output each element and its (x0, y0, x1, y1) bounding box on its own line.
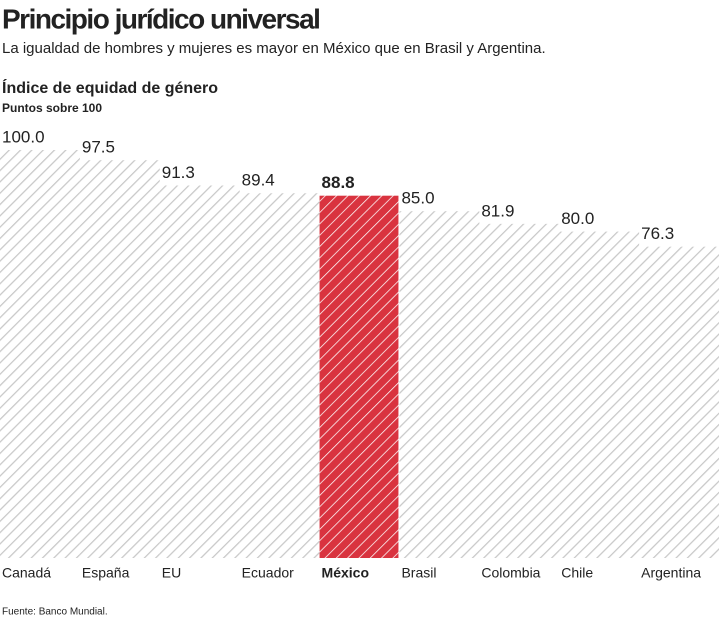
bar (639, 246, 719, 559)
value-label: 97.5 (82, 138, 115, 157)
chart-title: Principio jurídico universal (2, 3, 319, 34)
value-label: 91.3 (162, 163, 195, 182)
value-label: 88.8 (322, 173, 355, 192)
bar (479, 223, 560, 558)
bar (159, 185, 240, 558)
value-label: 100.0 (2, 127, 45, 146)
value-label: 89.4 (242, 171, 275, 190)
x-tick-label: Brasil (401, 565, 436, 581)
value-label: 76.3 (641, 224, 674, 243)
bar (0, 150, 80, 558)
bar (319, 195, 399, 559)
bar (79, 160, 160, 558)
x-tick-label: Colombia (481, 565, 540, 581)
x-tick-label: Canadá (2, 565, 51, 581)
bar (399, 211, 480, 558)
bar (239, 193, 320, 559)
chart-subtitle: La igualdad de hombres y mujeres es mayo… (2, 40, 546, 57)
value-label: 80.0 (561, 209, 594, 228)
x-tick-label: EU (162, 565, 181, 581)
x-tick-label: México (322, 565, 369, 581)
x-tick-label: Ecuador (242, 565, 294, 581)
source: Fuente: Banco Mundial. (2, 607, 108, 618)
x-tick-label: Chile (561, 565, 593, 581)
value-label: 81.9 (481, 201, 514, 220)
x-tick-label: España (82, 565, 130, 581)
x-tick-label: Argentina (641, 565, 701, 581)
y-axis-label: Índice de equidad de género (2, 78, 218, 97)
y-axis-unit: Puntos sobre 100 (2, 101, 102, 115)
value-label: 85.0 (401, 189, 434, 208)
bar (559, 231, 640, 558)
